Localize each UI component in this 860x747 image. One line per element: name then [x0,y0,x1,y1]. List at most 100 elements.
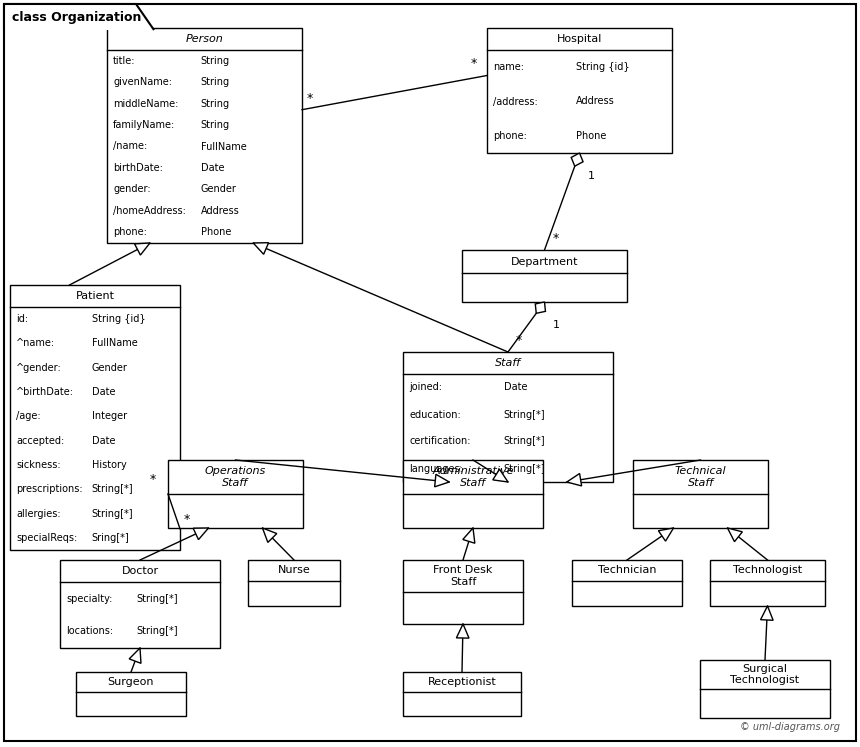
Text: ^birthDate:: ^birthDate: [16,387,74,397]
Bar [168,460,303,528]
Polygon shape [659,528,673,541]
Text: Phone: Phone [576,131,606,141]
Text: Doctor: Doctor [121,566,158,576]
Text: *: * [516,334,522,347]
Text: 1: 1 [552,320,560,330]
Text: id:: id: [16,314,28,324]
Text: *: * [552,232,559,245]
Polygon shape [457,624,469,638]
Text: name:: name: [493,62,524,72]
Polygon shape [493,469,508,482]
Bar [60,560,220,648]
Text: phone:: phone: [113,227,147,238]
Text: Hospital: Hospital [556,34,602,44]
Polygon shape [194,528,208,539]
Text: phone:: phone: [493,131,527,141]
Text: 1: 1 [587,171,594,181]
Bar [487,28,672,153]
Text: String {id}: String {id} [576,62,630,72]
Text: Gender: Gender [200,185,237,194]
Text: languages:: languages: [409,463,463,474]
Text: FullName: FullName [200,141,246,152]
Text: /homeAddress:: /homeAddress: [113,206,186,216]
Text: String {id}: String {id} [92,314,145,324]
Bar [633,460,768,528]
Text: Date: Date [92,387,115,397]
Bar [403,460,543,528]
Bar [107,28,302,243]
Text: Department: Department [511,257,578,267]
Text: Technologist: Technologist [733,565,802,575]
Text: Integer: Integer [92,412,126,421]
Text: Date: Date [200,163,224,173]
Text: familyName:: familyName: [113,120,175,130]
Text: String[*]: String[*] [504,409,545,420]
Bar [710,560,825,606]
Bar [403,672,521,716]
Text: String: String [200,120,230,130]
Text: Nurse: Nurse [278,565,310,575]
Text: String: String [200,77,230,87]
Bar [10,285,180,550]
Text: title:: title: [113,56,136,66]
Text: givenName:: givenName: [113,77,172,87]
Polygon shape [463,528,475,543]
Bar [76,672,186,716]
Text: sickness:: sickness: [16,460,60,470]
Polygon shape [567,474,581,486]
Text: Surgeon: Surgeon [108,677,154,687]
Text: Sring[*]: Sring[*] [92,533,129,543]
Text: /name:: /name: [113,141,147,152]
Polygon shape [728,528,742,542]
Text: Address: Address [200,206,239,216]
Text: education:: education: [409,409,461,420]
Text: Staff: Staff [495,358,521,368]
Text: allergies:: allergies: [16,509,60,518]
Text: Phone: Phone [200,227,231,238]
Text: Gender: Gender [92,363,127,373]
Text: joined:: joined: [409,382,442,392]
Polygon shape [4,4,154,30]
Bar [572,560,682,606]
Polygon shape [434,474,449,487]
Text: String[*]: String[*] [92,509,133,518]
Text: History: History [92,460,126,470]
Text: *: * [470,58,477,70]
Text: String[*]: String[*] [137,627,178,636]
Text: String[*]: String[*] [504,436,545,447]
Text: class Organization: class Organization [12,10,141,23]
Text: FullName: FullName [92,338,138,348]
Text: middleName:: middleName: [113,99,178,108]
Text: String: String [200,99,230,108]
Text: Technician: Technician [598,565,656,575]
Text: Address: Address [576,96,615,107]
Text: ^name:: ^name: [16,338,55,348]
Text: Receptionist: Receptionist [427,677,496,687]
Bar [700,660,830,718]
Polygon shape [760,606,773,620]
Text: © uml-diagrams.org: © uml-diagrams.org [740,722,840,732]
Polygon shape [571,153,583,166]
Polygon shape [535,302,545,313]
Text: *: * [150,473,156,486]
Text: Operations
Staff: Operations Staff [205,466,266,488]
Text: String: String [200,56,230,66]
Text: *: * [307,92,313,105]
Text: prescriptions:: prescriptions: [16,484,83,495]
Text: Front Desk
Staff: Front Desk Staff [433,565,493,587]
Text: Administrative
Staff: Administrative Staff [433,466,513,488]
Text: birthDate:: birthDate: [113,163,163,173]
Text: Technical
Staff: Technical Staff [675,466,727,488]
Bar [403,352,613,482]
Text: String[*]: String[*] [504,463,545,474]
Polygon shape [129,648,141,663]
Text: accepted:: accepted: [16,436,64,446]
Text: String[*]: String[*] [137,594,178,604]
Text: Patient: Patient [76,291,114,301]
Polygon shape [262,528,277,542]
Text: Surgical
Technologist: Surgical Technologist [730,663,800,685]
Polygon shape [134,243,150,255]
Text: *: * [184,512,190,526]
Polygon shape [253,243,268,254]
Polygon shape [4,4,154,30]
